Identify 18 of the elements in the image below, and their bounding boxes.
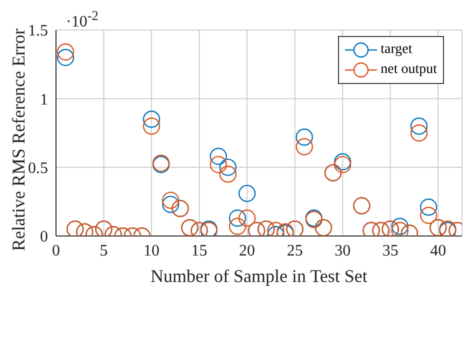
x-tick-label: 35 xyxy=(382,242,398,260)
y-tick-label: 0.5 xyxy=(28,160,48,178)
x-tick-label: 15 xyxy=(191,242,208,260)
x-tick-label: 30 xyxy=(334,242,351,260)
y-tick-label: 0 xyxy=(40,228,48,246)
x-tick-label: 10 xyxy=(144,242,160,260)
x-tick-label: 0 xyxy=(52,242,60,260)
y-tick-label: 1 xyxy=(40,91,48,108)
x-tick-label: 20 xyxy=(239,242,256,260)
x-axis-title: Number of Sample in Test Set xyxy=(150,266,368,286)
x-tick-label: 5 xyxy=(100,242,108,260)
x-tick-label: 25 xyxy=(286,242,303,260)
annotation: ·10$^{-2}$ xyxy=(66,8,98,32)
y-tick-label: 1.5 xyxy=(28,22,48,40)
legend-label: target xyxy=(380,42,412,58)
y-axis-title: Relative RMS Reference Error xyxy=(8,28,28,251)
x-tick-label: 40 xyxy=(430,242,446,260)
legend-label: net output xyxy=(380,62,437,78)
